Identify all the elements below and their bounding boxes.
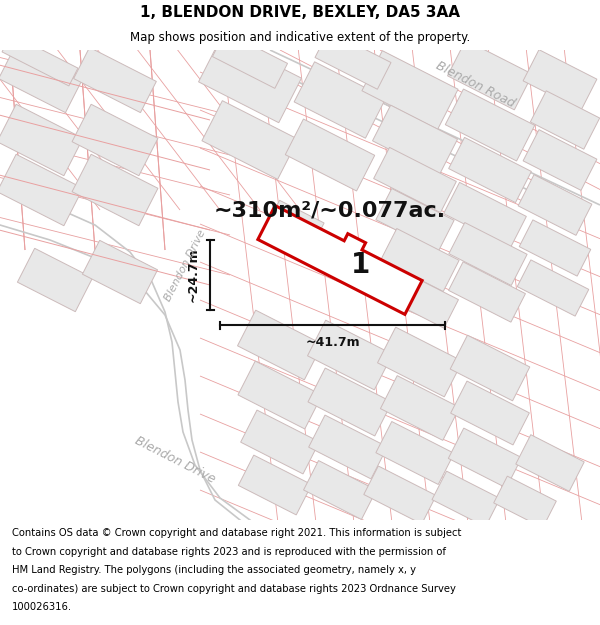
Polygon shape [241,410,319,474]
Polygon shape [17,248,92,312]
Polygon shape [373,105,457,175]
Polygon shape [238,455,311,515]
Polygon shape [374,148,457,213]
Polygon shape [212,32,287,88]
Polygon shape [0,48,82,112]
Polygon shape [450,335,530,401]
Polygon shape [448,40,532,110]
Polygon shape [443,182,526,248]
Polygon shape [266,200,324,250]
Polygon shape [382,268,458,328]
Text: 1, BLENDON DRIVE, BEXLEY, DA5 3AA: 1, BLENDON DRIVE, BEXLEY, DA5 3AA [140,5,460,20]
Polygon shape [519,220,591,276]
Polygon shape [0,154,83,226]
Text: to Crown copyright and database rights 2023 and is reproduced with the permissio: to Crown copyright and database rights 2… [12,547,446,557]
Text: Map shows position and indicative extent of the property.: Map shows position and indicative extent… [130,31,470,44]
Text: Blendon Drive: Blendon Drive [163,228,208,302]
Polygon shape [199,38,301,122]
Text: 100026316.: 100026316. [12,602,72,612]
Polygon shape [449,262,526,322]
Text: Blendon Drive: Blendon Drive [133,434,217,486]
Text: ~310m²/~0.077ac.: ~310m²/~0.077ac. [214,200,446,220]
Polygon shape [517,260,589,316]
Polygon shape [449,222,527,286]
Text: 1: 1 [350,251,370,279]
Polygon shape [72,154,158,226]
Polygon shape [364,466,436,524]
Polygon shape [285,119,375,191]
Polygon shape [258,206,422,314]
Polygon shape [377,327,463,397]
Polygon shape [445,89,535,161]
Polygon shape [315,31,391,89]
Polygon shape [202,101,298,179]
Text: HM Land Registry. The polygons (including the associated geometry, namely x, y: HM Land Registry. The polygons (includin… [12,565,416,575]
Polygon shape [2,34,78,86]
Polygon shape [362,51,458,129]
Polygon shape [376,189,454,251]
Polygon shape [449,138,532,202]
Polygon shape [494,476,556,528]
Polygon shape [238,361,322,429]
Polygon shape [308,415,388,479]
Polygon shape [451,381,529,445]
Polygon shape [82,241,158,304]
Polygon shape [238,310,322,380]
Polygon shape [376,421,454,484]
Polygon shape [530,91,599,149]
Text: co-ordinates) are subject to Crown copyright and database rights 2023 Ordnance S: co-ordinates) are subject to Crown copyr… [12,584,456,594]
Polygon shape [72,104,158,176]
Text: Blendon Road: Blendon Road [433,59,517,111]
Polygon shape [74,48,157,112]
Text: Contains OS data © Crown copyright and database right 2021. This information is : Contains OS data © Crown copyright and d… [12,528,461,538]
Polygon shape [518,174,592,236]
Polygon shape [308,320,392,390]
Text: ~24.7m: ~24.7m [187,248,200,302]
Polygon shape [308,368,392,436]
Polygon shape [380,376,460,441]
Polygon shape [381,229,459,291]
Polygon shape [432,471,500,527]
Polygon shape [294,62,386,138]
Polygon shape [523,49,597,111]
Polygon shape [304,461,376,519]
Text: ~41.7m: ~41.7m [305,336,360,349]
Polygon shape [523,129,597,191]
Polygon shape [516,434,584,491]
Polygon shape [0,104,83,176]
Polygon shape [448,428,521,488]
